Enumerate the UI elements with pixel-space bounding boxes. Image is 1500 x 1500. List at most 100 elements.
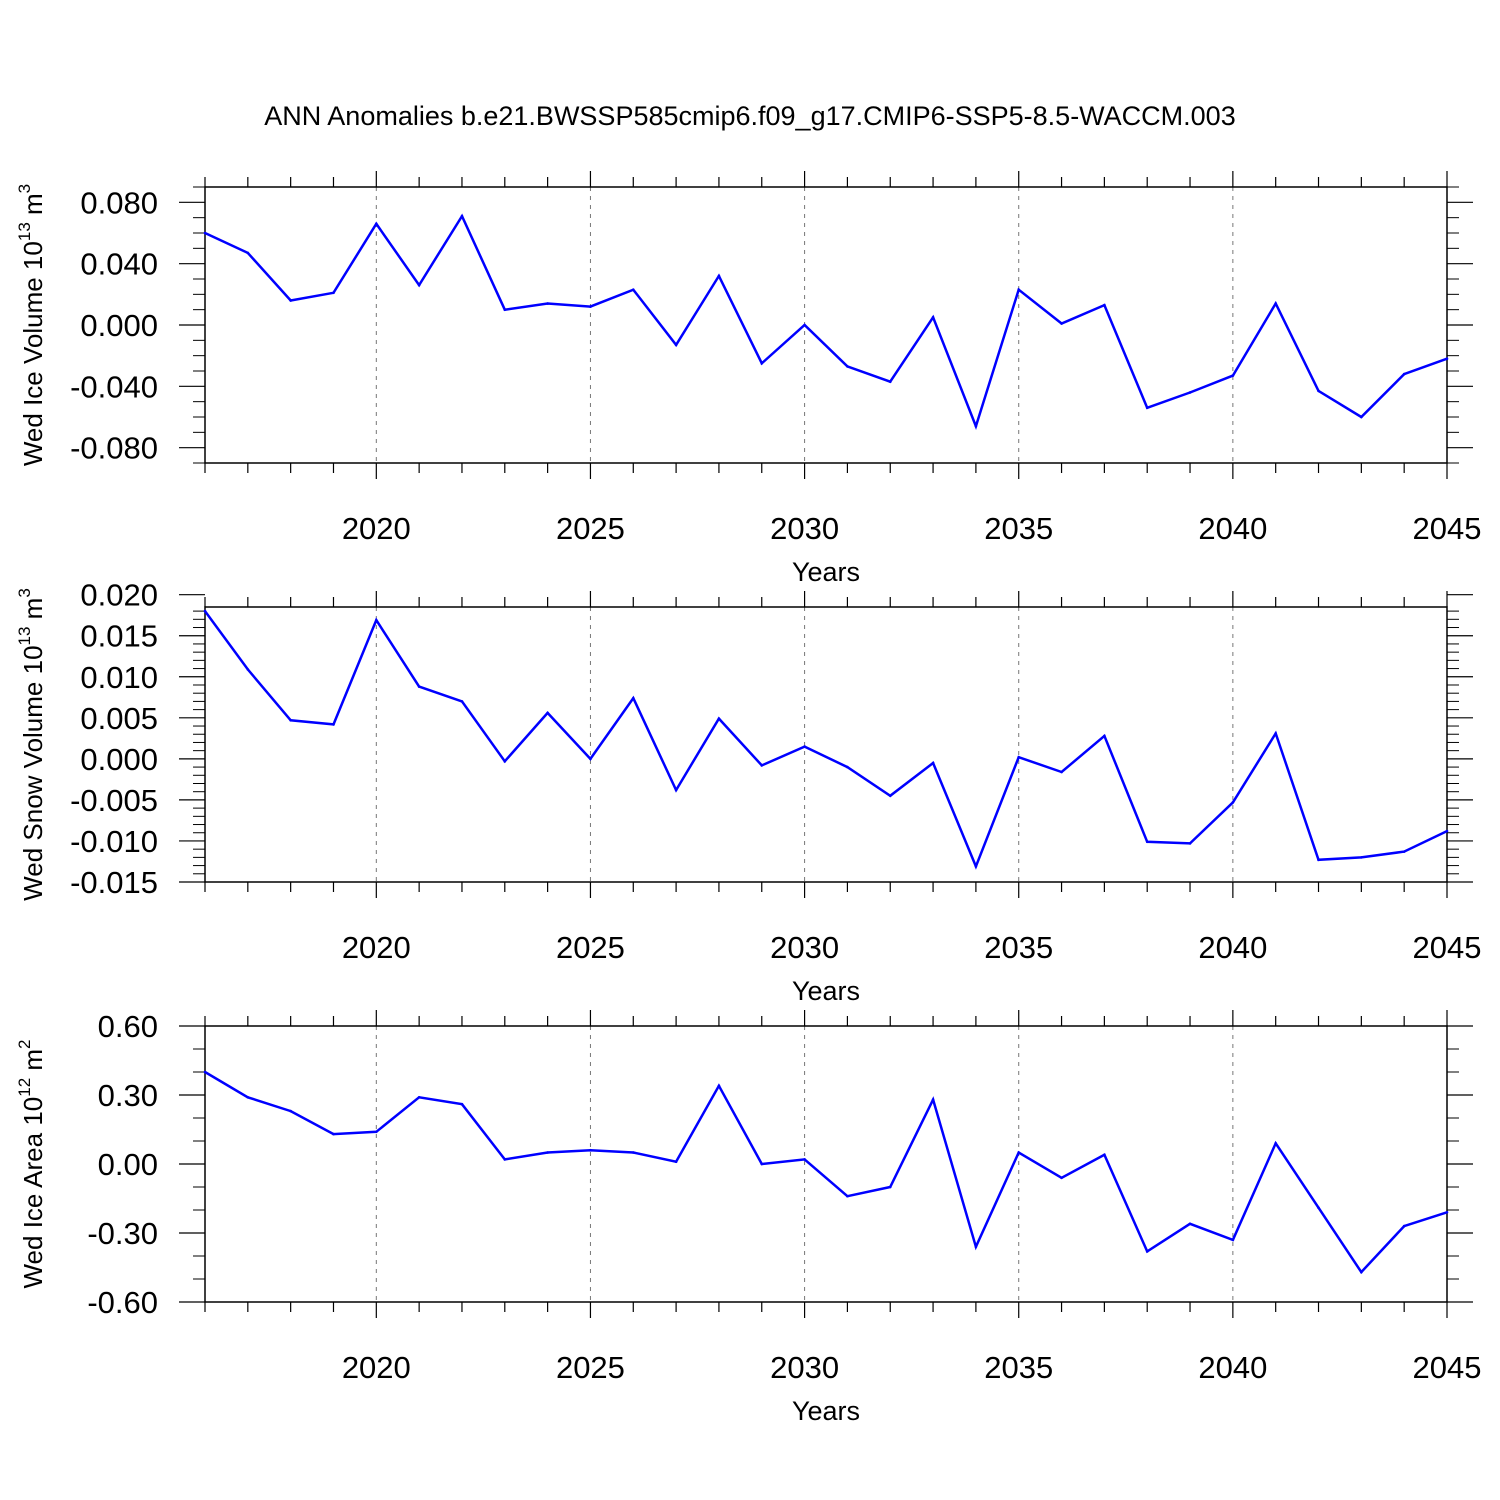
data-point	[888, 794, 892, 798]
data-point	[1231, 1238, 1235, 1242]
data-point	[931, 316, 935, 319]
data-point	[674, 1160, 678, 1163]
x-tick-label: 2045	[1413, 1350, 1482, 1385]
y-tick-label: -0.005	[70, 783, 158, 818]
y-axis-label: Wed Ice Area 1012 m2	[15, 1039, 48, 1288]
data-point	[1445, 1211, 1449, 1214]
y-tick-label: -0.60	[87, 1285, 158, 1320]
data-point	[246, 668, 250, 671]
data-point	[846, 365, 849, 368]
figure-title: ANN Anomalies b.e21.BWSSP585cmip6.f09_g1…	[264, 101, 1235, 131]
data-point	[503, 1158, 507, 1161]
data-point	[717, 717, 721, 720]
x-axis-label: Years	[792, 557, 860, 587]
data-point	[1145, 840, 1149, 844]
x-tick-label: 2030	[770, 930, 839, 965]
y-tick-label: 0.005	[80, 701, 158, 736]
y-axis-label: Wed Snow Volume 1013 m3	[15, 588, 48, 901]
y-tick-label: 0.30	[98, 1078, 158, 1113]
data-point	[1017, 755, 1021, 759]
y-axis-label-unit: m	[18, 598, 48, 627]
y-tick-label: -0.080	[70, 431, 158, 466]
chart-panel-1: 0.080 0.040 0.000 -0.040 -0.080 2020 2025 2030 2…	[15, 171, 1481, 587]
data-point	[460, 700, 464, 703]
data-point	[974, 1245, 978, 1249]
data-point	[246, 1096, 250, 1099]
data-point	[803, 1158, 806, 1161]
data-point	[546, 711, 549, 715]
data-point	[846, 1194, 849, 1198]
data-point	[931, 761, 935, 765]
data-point	[760, 1162, 764, 1166]
x-tick-label: 2035	[984, 511, 1053, 546]
data-point	[760, 764, 764, 767]
data-point	[1060, 1176, 1063, 1180]
data-point	[846, 765, 849, 769]
y-axis-label-unit-exponent: 3	[15, 184, 34, 193]
data-point	[289, 718, 292, 722]
y-tick-label: 0.020	[80, 578, 158, 613]
data-point	[289, 299, 292, 302]
x-tick-label: 2040	[1198, 1350, 1267, 1385]
x-tick-label: 2045	[1413, 930, 1482, 965]
data-point	[203, 231, 207, 235]
y-tick-label: 0.00	[98, 1147, 158, 1182]
data-point	[503, 760, 507, 763]
x-tick-label: 2025	[556, 930, 625, 965]
y-tick-label: 0.010	[80, 660, 158, 695]
y-axis-label: Wed Ice Volume 1013 m3	[15, 184, 48, 466]
data-point	[1188, 842, 1192, 845]
y-tick-label: 0.080	[80, 185, 158, 220]
data-point	[974, 424, 978, 428]
series-line	[203, 610, 1448, 870]
data-point	[589, 757, 592, 761]
data-point	[1103, 1153, 1106, 1157]
plot-frame	[204, 1025, 1448, 1303]
data-point	[931, 1098, 935, 1101]
x-tick-label: 2030	[770, 1350, 839, 1385]
x-tick-label: 2020	[342, 1350, 411, 1385]
y-axis-label-unit: m	[18, 1049, 48, 1078]
data-point	[417, 1096, 421, 1099]
chart-panel-3: 0.60 0.30 0.00 -0.30 -0.60 2020 2025 2030 2035 20…	[15, 1009, 1481, 1426]
data-point	[631, 1151, 635, 1154]
data-point	[1445, 357, 1449, 361]
y-tick-label: -0.30	[87, 1216, 158, 1251]
x-tick-label: 2025	[556, 511, 625, 546]
y-tick-label: 0.000	[80, 742, 158, 777]
series-line	[204, 213, 1448, 430]
data-point	[1017, 1151, 1021, 1154]
y-axis-label-exponent: 13	[15, 222, 34, 241]
data-point	[1317, 1206, 1320, 1209]
x-tick-label: 2035	[984, 1350, 1053, 1385]
data-point	[974, 865, 978, 868]
data-point	[546, 1151, 549, 1154]
data-point	[460, 214, 464, 218]
plot-frame	[204, 186, 1448, 464]
data-point	[1145, 406, 1149, 410]
data-point	[332, 723, 335, 726]
data-point	[460, 1102, 464, 1106]
data-point	[717, 274, 721, 278]
data-point	[417, 283, 421, 287]
data-point	[589, 1148, 592, 1152]
chart-panel-2: 0.020 0.015 0.010 0.005 0.000 -0.005 -0.010 -0.…	[15, 578, 1481, 1006]
data-point	[589, 305, 592, 308]
data-point	[760, 362, 764, 365]
x-tick-label: 2040	[1198, 930, 1267, 965]
data-point	[1188, 391, 1192, 394]
x-axis-label: Years	[792, 976, 860, 1006]
x-tick-label: 2040	[1198, 511, 1267, 546]
data-point	[1274, 302, 1277, 305]
y-axis-label-unit-exponent: 2	[15, 1039, 34, 1048]
data-point	[332, 291, 335, 295]
data-point	[289, 1109, 292, 1113]
data-point	[1317, 389, 1320, 393]
data-point	[631, 696, 635, 700]
data-point	[1231, 374, 1235, 377]
series-line	[204, 1070, 1448, 1275]
y-tick-label: 0.000	[80, 308, 158, 343]
data-point	[375, 618, 378, 622]
y-tick-label: 0.015	[80, 619, 158, 654]
